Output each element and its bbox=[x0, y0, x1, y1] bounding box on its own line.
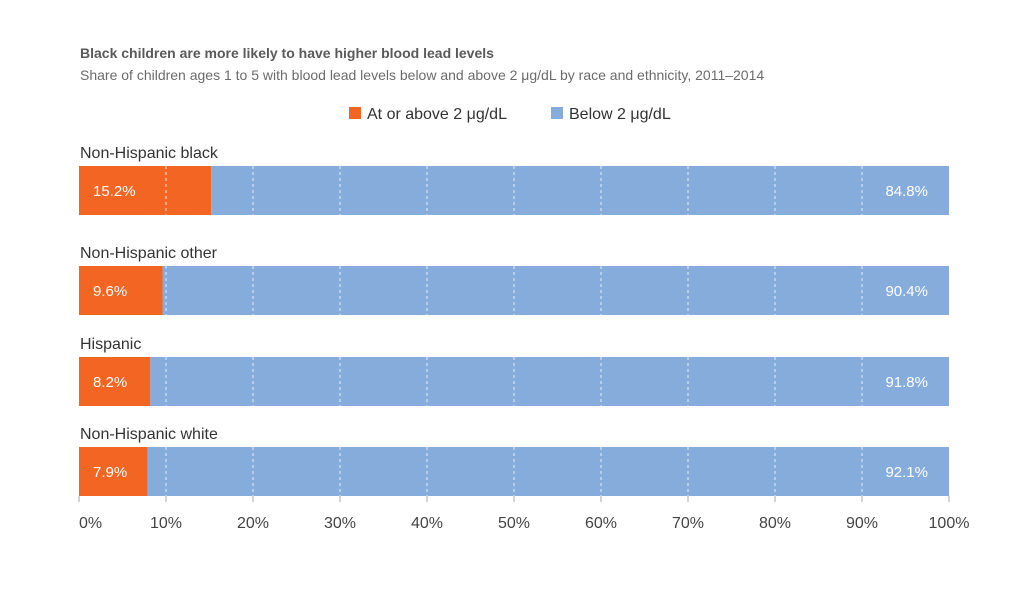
data-label: 92.1% bbox=[885, 464, 928, 481]
data-label: 9.6% bbox=[93, 283, 127, 300]
legend-swatch bbox=[551, 107, 563, 119]
chart-subtitle: Share of children ages 1 to 5 with blood… bbox=[80, 67, 764, 83]
data-label: 15.2% bbox=[93, 183, 136, 200]
legend-label: Below 2 μg/dL bbox=[569, 106, 671, 123]
bar-segment bbox=[79, 166, 212, 215]
tick-label: 70% bbox=[672, 515, 704, 532]
tick-label: 50% bbox=[498, 515, 530, 532]
tick-label: 90% bbox=[846, 515, 878, 532]
bar-segment bbox=[162, 266, 949, 315]
tick-label: 30% bbox=[324, 515, 356, 532]
tick-label: 60% bbox=[585, 515, 617, 532]
chart-title: Black children are more likely to have h… bbox=[80, 45, 494, 61]
data-label: 8.2% bbox=[93, 374, 127, 391]
bar-segment bbox=[79, 447, 148, 496]
data-label: 91.8% bbox=[885, 374, 928, 391]
bars: Non-Hispanic black 15.2% 84.8% Non-Hispanic… bbox=[79, 145, 950, 496]
legend: At or above 2 μg/dL Below 2 μg/dL bbox=[349, 106, 671, 123]
tick-label: 80% bbox=[759, 515, 791, 532]
bar-segment bbox=[150, 357, 950, 406]
tick-label: 40% bbox=[411, 515, 443, 532]
legend-label: At or above 2 μg/dL bbox=[367, 106, 507, 123]
tick-label: 100% bbox=[929, 515, 970, 532]
legend-swatch bbox=[349, 107, 361, 119]
data-label: 84.8% bbox=[885, 183, 928, 200]
tick-label: 20% bbox=[237, 515, 269, 532]
bar-segment bbox=[147, 447, 950, 496]
tick-label: 10% bbox=[150, 515, 182, 532]
category-label: Non-Hispanic black bbox=[80, 145, 219, 162]
data-label: 7.9% bbox=[93, 464, 127, 481]
category-label: Hispanic bbox=[80, 336, 141, 353]
category-label: Non-Hispanic white bbox=[80, 426, 218, 443]
bar-segment bbox=[79, 357, 151, 406]
x-axis: 0% 10% 20% 30% 40% 50% 60% 70% 80% 90% 100% bbox=[78, 496, 970, 532]
data-label: 90.4% bbox=[885, 283, 928, 300]
bar-segment bbox=[79, 266, 163, 315]
category-label: Non-Hispanic other bbox=[80, 245, 218, 262]
tick-label: 0% bbox=[79, 515, 102, 532]
bar-segment bbox=[211, 166, 950, 215]
